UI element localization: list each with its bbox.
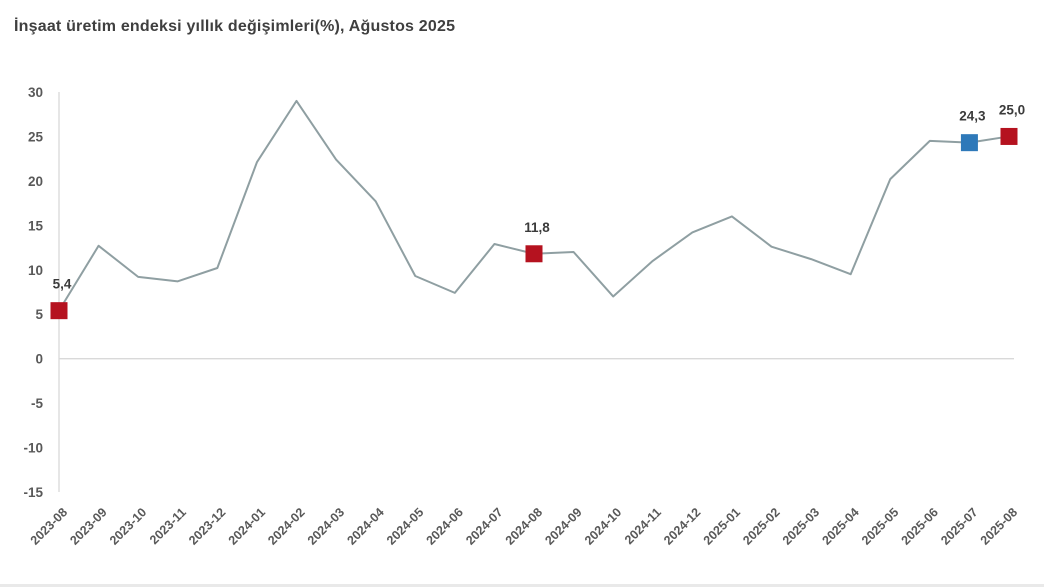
- marker-2025-08: [1000, 127, 1018, 145]
- marker-2024-08: [525, 245, 543, 263]
- x-tick-label-2024-10: 2024-10: [582, 505, 624, 547]
- x-tick-label-2025-04: 2025-04: [819, 505, 861, 547]
- x-tick-label-2024-12: 2024-12: [661, 505, 703, 547]
- point-label-2025-08: 25,0: [999, 102, 1025, 117]
- x-tick-label-2024-09: 2024-09: [542, 505, 584, 547]
- x-tick-label-2023-09: 2023-09: [67, 505, 109, 547]
- x-tick-label-2024-07: 2024-07: [463, 505, 505, 547]
- x-tick-label-2024-03: 2024-03: [305, 505, 347, 547]
- y-tick-label: -15: [23, 485, 43, 500]
- x-tick-label-2024-02: 2024-02: [265, 505, 307, 547]
- y-tick-label: 25: [28, 129, 44, 144]
- point-label-2023-08: 5,4: [53, 277, 72, 292]
- y-tick-label: 10: [28, 263, 43, 278]
- y-tick-label: 0: [35, 352, 43, 367]
- point-label-2024-08: 11,8: [524, 220, 550, 235]
- y-tick-label: -10: [23, 441, 43, 456]
- marker-2023-08: [50, 302, 68, 320]
- x-tick-label-2024-08: 2024-08: [503, 505, 545, 547]
- point-label-2025-07: 24,3: [959, 109, 986, 124]
- y-tick-label: -5: [31, 396, 43, 411]
- x-tick-label-2025-01: 2025-01: [701, 505, 743, 547]
- x-tick-label-2023-11: 2023-11: [147, 505, 189, 547]
- marker-2025-07: [960, 134, 978, 152]
- y-tick-label: 20: [28, 174, 43, 189]
- x-tick-label-2023-08: 2023-08: [28, 505, 70, 547]
- x-tick-label-2025-08: 2025-08: [978, 505, 1020, 547]
- x-tick-label-2024-06: 2024-06: [424, 505, 466, 547]
- y-tick-label: 5: [35, 307, 43, 322]
- x-tick-label-2025-03: 2025-03: [780, 505, 822, 547]
- x-tick-label-2024-05: 2024-05: [384, 505, 426, 547]
- x-tick-label-2025-07: 2025-07: [938, 505, 980, 547]
- x-tick-label-2023-10: 2023-10: [107, 505, 149, 547]
- series-line: [58, 99, 1010, 312]
- y-tick-label: 15: [28, 218, 44, 233]
- x-tick-label-2025-05: 2025-05: [859, 505, 901, 547]
- x-tick-label-2024-04: 2024-04: [344, 505, 386, 547]
- bottom-divider: [0, 584, 1044, 587]
- x-tick-label-2024-11: 2024-11: [622, 505, 664, 547]
- x-tick-label-2025-02: 2025-02: [740, 505, 782, 547]
- y-tick-label: 30: [28, 85, 43, 100]
- chart-title: İnşaat üretim endeksi yıllık değişimleri…: [14, 18, 456, 35]
- x-tick-label-2025-06: 2025-06: [899, 505, 941, 547]
- x-tick-label-2023-12: 2023-12: [186, 505, 228, 547]
- x-tick-label-2024-01: 2024-01: [226, 505, 268, 547]
